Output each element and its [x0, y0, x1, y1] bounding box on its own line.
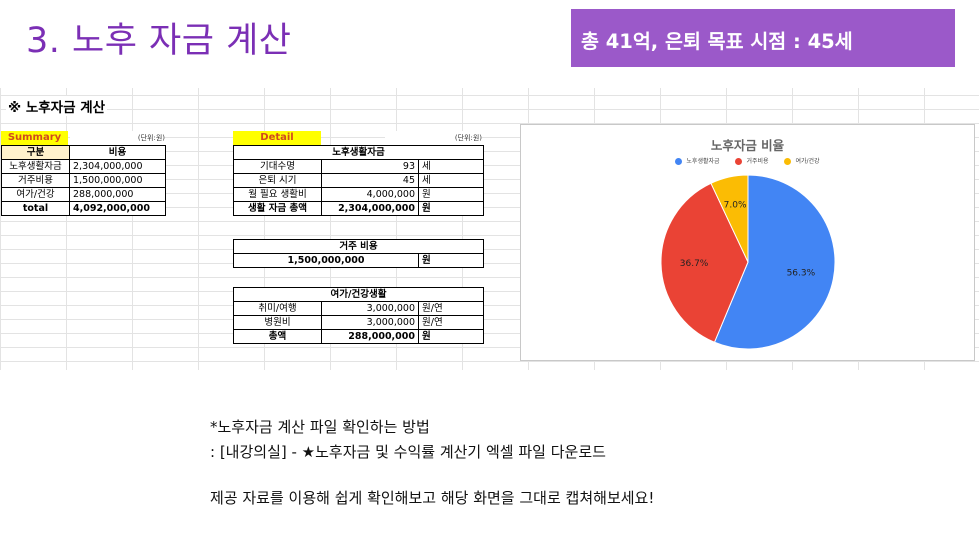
detail-cell: 취미/여행 — [233, 301, 322, 316]
pie-slice[interactable] — [660, 182, 749, 343]
pie-chart[interactable]: 노후자금 비율 노후생활자금 거주비용 여가/건강 56.3% 36.7% 7.0% — [520, 124, 975, 361]
summary-total-label: total — [1, 201, 70, 216]
detail-cell: 93 — [321, 159, 419, 174]
summary-header-category: 구분 — [1, 145, 70, 160]
legend-swatch — [784, 158, 792, 165]
summary-table: 구분 비용 노후생활자금 2,304,000,000 거주비용 1,500,00… — [1, 145, 166, 216]
chart-legend: 노후생활자금 거주비용 여가/건강 — [521, 156, 974, 165]
table-row: total 4,092,000,000 — [1, 201, 166, 216]
table-row: 노후생활자금 2,304,000,000 — [1, 159, 166, 174]
table-row: 병원비 3,000,000 원/연 — [233, 315, 484, 330]
detail-cell: 원 — [418, 201, 484, 216]
legend-item: 노후생활자금 — [675, 156, 720, 165]
summary-badge: 총 41억, 은퇴 목표 시점 : 45세 — [571, 9, 955, 67]
detail-cell: 월 필요 생활비 — [233, 187, 322, 202]
housing-cost-table: 거주 비용 1,500,000,000 원 — [233, 239, 484, 268]
detail-cell: 세 — [418, 173, 484, 188]
pie-data-label: 56.3% — [787, 269, 816, 279]
legend-swatch — [735, 158, 743, 165]
sheet-title: ※ 노후자금 계산 — [6, 96, 108, 116]
summary-label: Summary — [1, 131, 68, 145]
table-row: 은퇴 시기 45 세 — [233, 173, 484, 188]
summary-unit: (단위:원) — [70, 131, 165, 145]
living-fund-table: 노후생활자금 기대수명 93 세 은퇴 시기 45 세 월 필요 생활비 4,0… — [233, 145, 484, 216]
detail-cell: 4,000,000 — [321, 187, 419, 202]
table-row: 기대수명 93 세 — [233, 159, 484, 174]
note-line-1: *노후자금 계산 파일 확인하는 방법 — [210, 418, 430, 436]
pie-data-label: 36.7% — [680, 259, 709, 269]
legend-label: 여가/건강 — [795, 158, 820, 165]
detail-cell: 3,000,000 — [321, 315, 419, 330]
summary-cell: 여가/건강 — [1, 187, 70, 202]
detail-cell: 세 — [418, 159, 484, 174]
legend-swatch — [675, 158, 683, 165]
slide-title: 3. 노후 자금 계산 — [26, 21, 292, 61]
detail-cell: 병원비 — [233, 315, 322, 330]
legend-item: 거주비용 — [735, 156, 769, 165]
table-row: 생활 자금 총액 2,304,000,000 원 — [233, 201, 484, 216]
table-row: 여가/건강 288,000,000 — [1, 187, 166, 202]
detail-cell: 원/연 — [418, 315, 484, 330]
detail-cell: 2,304,000,000 — [321, 201, 419, 216]
leisure-health-table: 여가/건강생활 취미/여행 3,000,000 원/연 병원비 3,000,00… — [233, 287, 484, 344]
table-row: 취미/여행 3,000,000 원/연 — [233, 301, 484, 316]
detail-cell: 총액 — [233, 329, 322, 344]
summary-cell: 노후생활자금 — [1, 159, 70, 174]
table-row: 거주비용 1,500,000,000 — [1, 173, 166, 188]
detail-label: Detail — [233, 131, 321, 145]
pie-slice[interactable] — [713, 174, 836, 350]
detail-cell: 원 — [418, 187, 484, 202]
summary-cell: 2,304,000,000 — [69, 159, 166, 174]
detail-cell: 생활 자금 총액 — [233, 201, 322, 216]
housing-cost-unit: 원 — [418, 253, 484, 268]
summary-total-value: 4,092,000,000 — [69, 201, 166, 216]
note-line-2: : [내강의실] - ★노후자금 및 수익률 계산기 엑셀 파일 다운로드 — [210, 443, 606, 461]
leisure-health-header: 여가/건강생활 — [233, 287, 484, 302]
detail-cell: 원/연 — [418, 301, 484, 316]
living-fund-header: 노후생활자금 — [233, 145, 484, 160]
summary-cell: 거주비용 — [1, 173, 70, 188]
note-line-3: 제공 자료를 이용해 쉽게 확인해보고 해당 화면을 그대로 캡쳐해보세요! — [210, 489, 655, 507]
legend-item: 여가/건강 — [784, 156, 820, 165]
pie-data-label: 7.0% — [724, 200, 747, 210]
summary-cell: 1,500,000,000 — [69, 173, 166, 188]
detail-cell: 3,000,000 — [321, 301, 419, 316]
legend-label: 거주비용 — [746, 158, 769, 165]
detail-cell: 원 — [418, 329, 484, 344]
detail-unit: (단위:원) — [385, 131, 482, 145]
housing-cost-value: 1,500,000,000 — [233, 253, 419, 268]
detail-cell: 기대수명 — [233, 159, 322, 174]
housing-cost-header: 거주 비용 — [233, 239, 484, 254]
detail-cell: 은퇴 시기 — [233, 173, 322, 188]
summary-header-cost: 비용 — [69, 145, 166, 160]
pie-slice[interactable] — [710, 174, 749, 263]
pie-chart-svg: 56.3% 36.7% 7.0% — [660, 174, 836, 350]
table-row: 총액 288,000,000 원 — [233, 329, 484, 344]
detail-cell: 45 — [321, 173, 419, 188]
legend-label: 노후생활자금 — [686, 158, 720, 165]
table-row: 월 필요 생활비 4,000,000 원 — [233, 187, 484, 202]
detail-cell: 288,000,000 — [321, 329, 419, 344]
summary-cell: 288,000,000 — [69, 187, 166, 202]
table-row: 1,500,000,000 원 — [233, 253, 484, 268]
chart-title: 노후자금 비율 — [710, 138, 785, 153]
